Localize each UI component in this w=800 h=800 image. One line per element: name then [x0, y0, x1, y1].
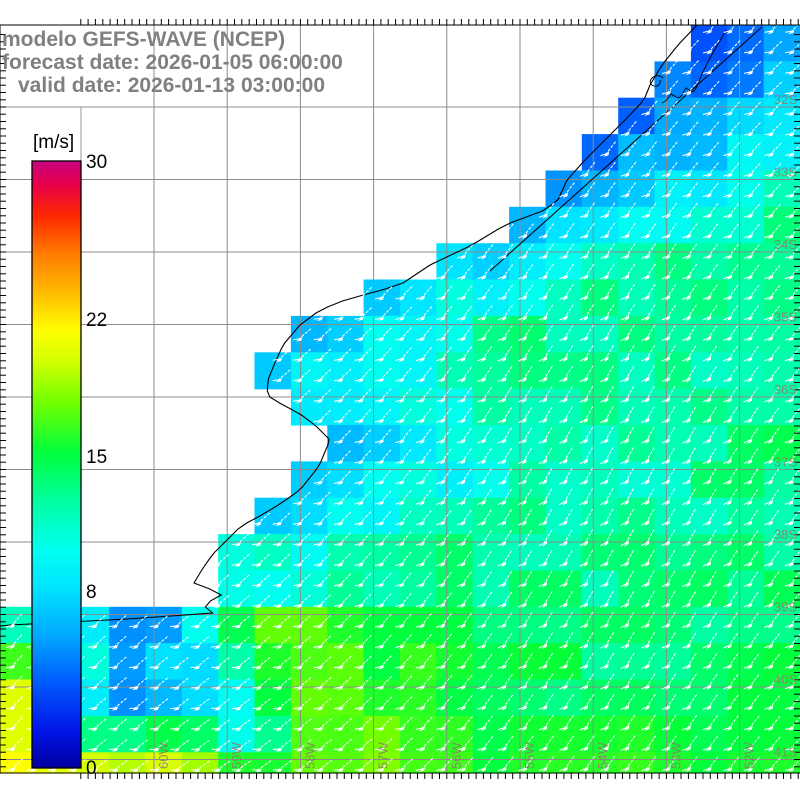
svg-text:60W: 60W [156, 742, 171, 769]
svg-text:55W: 55W [522, 742, 537, 769]
svg-text:32S: 32S [774, 92, 797, 107]
svg-text:valid date: 2026-01-13 03:00:0: valid date: 2026-01-13 03:00:00 [18, 74, 325, 97]
svg-text:52W: 52W [742, 742, 757, 769]
svg-text:8: 8 [86, 582, 97, 603]
svg-text:34S: 34S [774, 237, 797, 252]
svg-text:53W: 53W [668, 742, 683, 769]
svg-text:15: 15 [86, 447, 107, 468]
svg-text:33S: 33S [774, 165, 797, 180]
svg-text:38S: 38S [774, 527, 797, 542]
svg-text:0: 0 [86, 758, 97, 779]
svg-text:30: 30 [86, 152, 107, 173]
svg-text:22: 22 [86, 310, 107, 331]
svg-text:36S: 36S [774, 382, 797, 397]
svg-text:modelo GEFS-WAVE (NCEP): modelo GEFS-WAVE (NCEP) [2, 28, 285, 51]
svg-text:40S: 40S [774, 672, 797, 687]
svg-text:39S: 39S [774, 600, 797, 615]
svg-text:54W: 54W [595, 742, 610, 769]
svg-text:57W: 57W [376, 742, 391, 769]
svg-text:58W: 58W [302, 742, 317, 769]
svg-text:41S: 41S [774, 745, 797, 760]
svg-text:35S: 35S [774, 310, 797, 325]
svg-text:59W: 59W [229, 742, 244, 769]
svg-text:56W: 56W [449, 742, 464, 769]
svg-text:[m/s]: [m/s] [33, 132, 74, 153]
svg-text:37S: 37S [774, 455, 797, 470]
svg-text:forecast date: 2026-01-05 06:0: forecast date: 2026-01-05 06:00:00 [2, 51, 343, 74]
